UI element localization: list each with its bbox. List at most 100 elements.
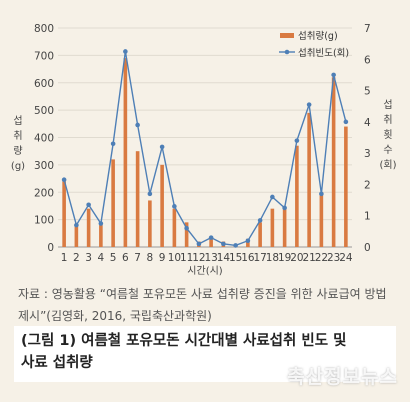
bar xyxy=(135,151,140,247)
y-title-char: 량 xyxy=(13,145,22,157)
line-point xyxy=(221,241,226,247)
y-tick-label: 700 xyxy=(34,50,54,62)
x-tick-label: 24 xyxy=(339,252,353,264)
x-tick-label: 5 xyxy=(110,252,117,264)
bar xyxy=(172,208,177,247)
bar xyxy=(86,208,91,247)
y-tick-label: 500 xyxy=(34,105,54,117)
x-tick-label: 21 xyxy=(302,252,315,264)
y2-tick-label: 1 xyxy=(364,211,371,223)
x-tick-label: 1 xyxy=(61,252,68,264)
line-point xyxy=(159,144,165,150)
bar xyxy=(344,126,348,247)
line-point xyxy=(306,102,312,107)
x-tick-label: 18 xyxy=(266,252,279,264)
line-point xyxy=(331,72,336,78)
y-tick-label: 100 xyxy=(34,215,54,227)
line-point xyxy=(282,205,287,211)
y-tick-label: 200 xyxy=(34,187,54,199)
line-point xyxy=(294,138,300,143)
y2-title-char: 섭 xyxy=(383,99,392,111)
y2-tick-label: 3 xyxy=(364,148,371,160)
y-tick-label: 300 xyxy=(34,160,54,172)
left-axis-title: 섭취량 (g) xyxy=(11,115,25,172)
y-title-char: (g) xyxy=(11,161,25,172)
legend-bar-swatch xyxy=(280,33,294,38)
x-tick-label: 4 xyxy=(98,252,105,264)
y2-tick-label: 5 xyxy=(364,86,371,98)
left-axis-ticks: 0 100 200 300 400 500 600 700 800 xyxy=(34,23,54,254)
bar xyxy=(307,112,311,247)
grid-lines xyxy=(58,27,352,248)
y-tick-label: 800 xyxy=(34,23,54,35)
x-tick-label: 6 xyxy=(122,252,129,264)
x-tick-label: 7 xyxy=(134,252,141,264)
y2-tick-label: 0 xyxy=(364,242,371,254)
x-tick-label: 17 xyxy=(253,252,266,264)
line-point xyxy=(343,119,349,125)
source-note: 자료 : 영농활용 “여름철 포유모돈 사료 섭취량 증진을 위한 사료급여 방… xyxy=(18,287,387,323)
line-point xyxy=(98,221,104,226)
y2-title-char: 수 xyxy=(383,144,392,156)
line-point xyxy=(172,204,177,209)
bar xyxy=(148,200,152,247)
figure-caption: (그림 1) 여름철 포유모돈 시간대별 사료섭취 빈도 및 사료 섭취량 xyxy=(21,333,347,371)
y-tick-label: 0 xyxy=(47,242,54,254)
x-tick-label: 19 xyxy=(278,252,291,264)
y2-tick-label: 6 xyxy=(364,54,371,66)
bar xyxy=(331,77,336,248)
bar xyxy=(282,208,287,247)
x-tick-label: 20 xyxy=(290,252,303,264)
bar xyxy=(111,159,115,247)
x-tick-label: 13 xyxy=(204,252,217,264)
bar xyxy=(295,145,299,247)
bar xyxy=(123,58,128,247)
line-point xyxy=(123,49,128,54)
y2-title-char: 횟 xyxy=(383,129,392,141)
frequency-line-path xyxy=(63,51,347,247)
bar xyxy=(258,222,262,247)
x-axis-title: 시간(시) xyxy=(187,265,223,277)
y-tick-label: 600 xyxy=(34,78,54,90)
bar xyxy=(74,225,79,247)
line-point xyxy=(245,238,251,244)
x-tick-label: 14 xyxy=(217,252,231,264)
bars xyxy=(62,58,348,248)
line-point xyxy=(61,177,67,183)
y-title-char: 취 xyxy=(13,130,22,142)
y2-title-char: (회) xyxy=(379,159,396,171)
x-tick-label: 3 xyxy=(85,252,92,264)
line-point xyxy=(270,194,275,200)
y2-tick-label: 2 xyxy=(364,179,371,191)
line-point xyxy=(233,243,238,248)
legend: 섭취량(g) 섭취빈도(회) xyxy=(279,30,349,59)
line-point xyxy=(208,235,214,240)
frequency-line xyxy=(61,49,349,248)
x-tick-label: 15 xyxy=(229,252,242,264)
y2-tick-label: 7 xyxy=(364,23,371,35)
bar xyxy=(62,181,66,247)
legend-line-marker xyxy=(284,49,290,55)
bar xyxy=(160,164,164,247)
bar xyxy=(319,192,324,247)
line-point xyxy=(86,202,91,208)
line-point xyxy=(319,191,324,197)
y2-title-char: 취 xyxy=(383,114,392,126)
x-tick-label: 11 xyxy=(180,252,193,264)
line-point xyxy=(110,141,116,147)
x-tick-label: 23 xyxy=(327,252,340,264)
legend-bar-label: 섭취량(g) xyxy=(298,30,338,42)
caption-box xyxy=(14,326,396,382)
line-point xyxy=(135,122,140,128)
x-tick-label: 12 xyxy=(192,252,205,264)
y-tick-label: 400 xyxy=(34,133,54,145)
x-tick-label: 9 xyxy=(159,252,166,264)
watermark: 축산정보뉴스 xyxy=(287,366,398,388)
line-point xyxy=(196,241,202,247)
bar xyxy=(184,222,189,247)
x-tick-label: 16 xyxy=(241,252,255,264)
line-point xyxy=(74,222,79,228)
y-title-char: 섭 xyxy=(13,115,22,127)
